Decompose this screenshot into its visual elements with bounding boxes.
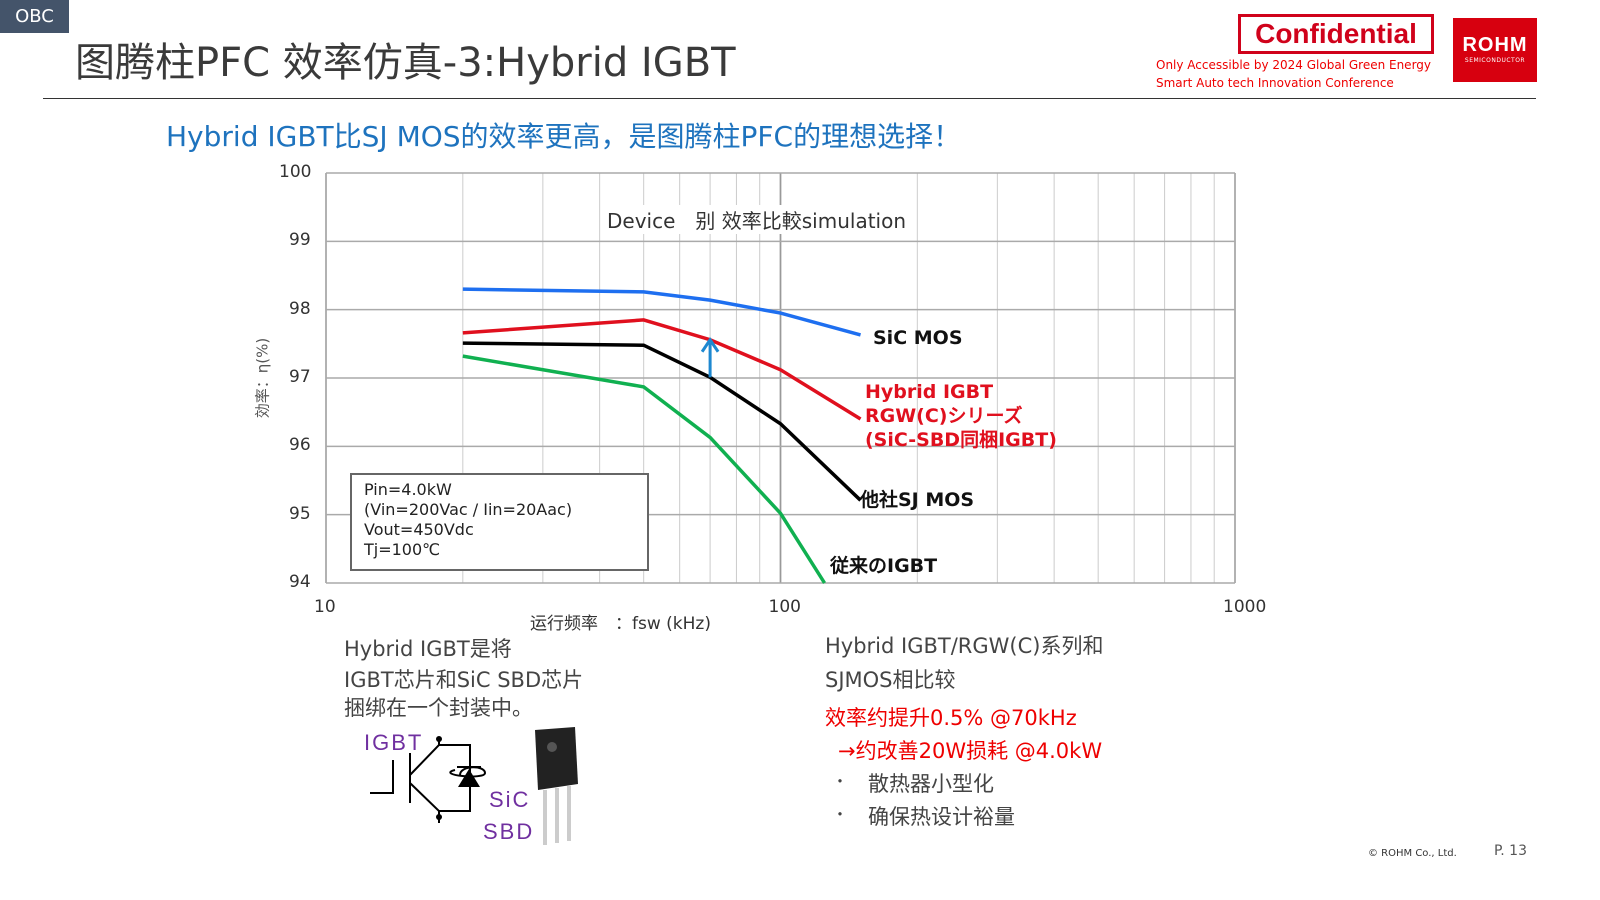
bullet: ・ [832, 805, 849, 824]
benefit-2: 确保热设计裕量 [868, 805, 1015, 829]
access-note-2: Smart Auto tech Innovation Conference [1156, 76, 1394, 90]
x-axis-label: 运行频率 ：fsw (kHz) [530, 614, 711, 634]
logo-sub: SEMICONDUCTOR [1464, 57, 1526, 64]
series-label-hybrid-igbt: Hybrid IGBT RGW(C)シリーズ (SiC-SBD同梱IGBT) [865, 380, 1057, 452]
series-label-line: RGW(C)シリーズ [865, 405, 1023, 427]
to247-package-image [535, 727, 578, 845]
loss-improvement: →约改善20W损耗 @4.0kW [838, 739, 1103, 763]
sic-label: SiC [489, 787, 531, 812]
header-divider [43, 98, 1536, 99]
y-tick-label: 100 [279, 162, 312, 182]
logo-main: ROHM [1462, 34, 1528, 56]
series-line-3 [462, 354, 827, 584]
y-tick-label: 95 [289, 503, 311, 524]
right-text-2: SJMOS相比较 [825, 668, 956, 692]
series-label-sic-mos: SiC MOS [873, 327, 963, 349]
series-line-1 [462, 318, 862, 421]
page-title: 图腾柱PFC 效率仿真-3:Hybrid IGBT [75, 40, 736, 86]
condition: Pin=4.0kW [364, 480, 452, 499]
y-tick-label: 99 [289, 230, 311, 251]
y-tick-label: 97 [289, 367, 311, 387]
benefit-1: 散热器小型化 [868, 772, 994, 796]
left-text-2: IGBT芯片和SiC SBD芯片 [344, 668, 584, 692]
copyright: © ROHM Co., Ltd. [1368, 848, 1457, 859]
y-tick-label: 98 [289, 298, 311, 319]
arrow-head [700, 337, 720, 353]
series-line-0 [462, 287, 861, 337]
igbt-label: IGBT [364, 730, 424, 755]
series-label-line: (SiC-SBD同梱IGBT) [865, 429, 1057, 451]
condition: Tj=100℃ [364, 540, 441, 559]
x-tick-label: 10 [314, 597, 336, 617]
x-tick-label: 1000 [1223, 597, 1267, 617]
efficiency-gain: 效率约提升0.5% @70kHz [825, 706, 1077, 730]
series-label-sj-mos: 他社SJ MOS [860, 489, 975, 511]
section-tag: OBC [0, 0, 69, 33]
access-note-1: Only Accessible by 2024 Global Green Ene… [1156, 58, 1432, 72]
x-tick-label: 100 [768, 597, 801, 617]
y-tick-label: 94 [289, 572, 311, 592]
condition: (Vin=200Vac / Iin=20Aac) [364, 500, 573, 519]
bullet: ・ [832, 772, 849, 791]
igbt-sbd-symbol [370, 736, 487, 823]
condition: Vout=450Vdc [364, 520, 474, 539]
confidential-stamp: Confidential [1238, 14, 1434, 54]
conditions-box: Pin=4.0kW (Vin=200Vac / Iin=20Aac) Vout=… [350, 473, 649, 571]
slide-subtitle: Hybrid IGBT比SJ MOS的效率更高，是图腾柱PFC的理想选择！ [166, 120, 962, 153]
chart-title: Device 别 效率比較simulation [604, 205, 910, 234]
sbd-label: SBD [483, 819, 535, 844]
series-label-line: Hybrid IGBT [865, 381, 994, 403]
page-number: P. 13 [1494, 843, 1527, 859]
left-text-1: Hybrid IGBT是将 [344, 637, 512, 661]
left-text-3: 捆绑在一个封装中。 [344, 696, 533, 720]
series-label-igbt: 従来のIGBT [830, 555, 938, 577]
rohm-logo: ROHM SEMICONDUCTOR [1453, 18, 1537, 82]
y-axis-label: 効率：η(%) [253, 337, 272, 419]
right-text-1: Hybrid IGBT/RGW(C)系列和 [825, 634, 1104, 658]
y-tick-label: 96 [289, 435, 311, 456]
